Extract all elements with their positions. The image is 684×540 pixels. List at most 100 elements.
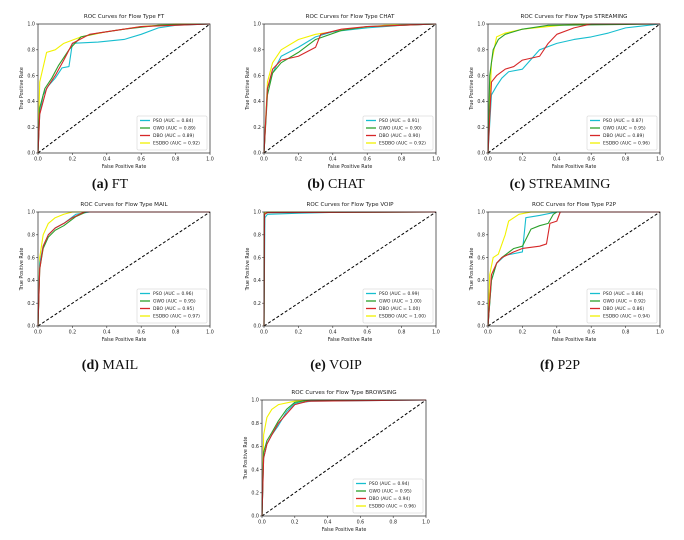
y-tick-label: 0.6 [477,255,485,261]
x-tick-label: 0.4 [103,157,111,163]
roc-chart-browsing: ROC Curves for Flow Type BROWSING 0.00.0 0… [243,390,430,533]
caption-b: (b) CHAT [307,177,365,192]
x-tick-label: 0.0 [258,520,266,526]
y-tick-label: 0.0 [27,324,35,330]
x-tick-label: 0.6 [587,330,595,336]
y-tick-label: 0.4 [27,278,35,284]
y-tick-label: 0.4 [477,278,485,284]
legend: PSO (AUC = 0.94) GWO (AUC = 0.95)DBO (AUC… [352,478,424,514]
x-tick-label: 0.6 [587,157,595,163]
roc-curve-2 [37,23,211,154]
x-tick-label: 0.4 [103,330,111,336]
legend-label: ESDBO (AUC = 1.00) [379,314,426,320]
chart-title: ROC Curves for Flow Type BROWSING [291,390,396,396]
y-tick-label: 0.4 [251,467,259,473]
plot-frame [261,399,427,517]
x-tick-label: 1.0 [656,330,664,336]
roc-curve-3 [37,211,210,327]
chance-diagonal-line [263,23,437,154]
legend-label: GWO (AUC = 1.00) [379,299,422,305]
y-tick-label: 0.2 [251,491,259,497]
caption-e: (e) VOIP [310,358,362,373]
legend-label: ESDBO (AUC = 0.97) [153,314,200,320]
x-tick-label: 0.4 [553,157,561,163]
y-tick-label: 0.8 [253,48,261,54]
y-tick-label: 0.0 [27,151,35,157]
legend-box [586,288,658,324]
x-tick-label: 0.2 [291,520,299,526]
y-tick-label: 1.0 [253,22,261,28]
roc-curve-2 [261,399,427,517]
y-tick-label: 0.2 [27,125,35,131]
plot-frame [487,23,661,154]
y-axis-label: True Positive Rate [469,67,475,111]
chance-diagonal-line [487,23,661,154]
legend-label: GWO (AUC = 0.95) [153,299,196,305]
x-tick-label: 1.0 [432,330,440,336]
legend: PSO (AUC = 0.91) GWO (AUC = 0.90)DBO (AUC… [362,115,434,151]
roc-chart-voip: ROC Curves for Flow Type VOIP 0.00.0 0.2 0.… [245,202,440,343]
x-tick-label: 0.0 [260,157,268,163]
legend-label: ESDBO (AUC = 0.92) [379,141,426,147]
y-tick-label: 0.6 [477,73,485,79]
x-tick-label: 0.6 [363,157,371,163]
y-tick-label: 0.6 [251,444,259,450]
y-tick-label: 1.0 [253,210,261,216]
y-tick-label: 0.4 [253,99,261,105]
legend-label: PSO (AUC = 0.86) [603,291,643,297]
x-tick-label: 0.6 [137,157,145,163]
legend-label: PSO (AUC = 0.87) [603,118,643,124]
y-tick-label: 1.0 [27,210,35,216]
legend-label: PSO (AUC = 0.99) [379,291,419,297]
x-tick-label: 0.2 [519,157,527,163]
legend-label: GWO (AUC = 0.90) [379,126,422,132]
x-tick-label: 0.4 [553,330,561,336]
y-tick-label: 0.2 [253,125,261,131]
x-tick-label: 0.4 [329,157,337,163]
caption-f: (f) P2P [539,358,581,373]
y-axis-label: True Positive Rate [19,67,25,111]
legend: PSO (AUC = 0.96) GWO (AUC = 0.95)DBO (AUC… [136,288,208,324]
legend-label: ESDBO (AUC = 0.94) [603,314,650,320]
y-tick-label: 0.2 [477,301,485,307]
legend-box [136,115,208,151]
y-axis-label: True Positive Rate [469,248,475,292]
chart-title: ROC Curves for Flow Type VOIP [307,202,395,208]
legend-box [586,115,658,151]
caption-d: (d) MAIL [81,358,139,373]
y-tick-label: 0.6 [253,73,261,79]
y-tick-label: 1.0 [477,22,485,28]
caption-c: (c) STREAMING [509,177,611,192]
plot-frame [263,23,437,154]
roc-chart-mail: ROC Curves for Flow Type MAIL 0.00.0 0.2 0.… [19,202,214,343]
y-tick-label: 0.6 [27,255,35,261]
y-tick-label: 0.4 [477,99,485,105]
x-tick-label: 1.0 [206,330,214,336]
x-tick-label: 0.8 [622,157,630,163]
x-tick-label: 0.8 [622,330,630,336]
y-tick-label: 1.0 [251,398,259,404]
x-tick-label: 0.2 [295,330,303,336]
x-tick-label: 1.0 [432,157,440,163]
legend-label: GWO (AUC = 0.92) [603,299,646,305]
roc-chart-p2p: ROC Curves for Flow Type P2P 0.00.0 0.2 0.2… [469,202,664,343]
x-tick-label: 0.0 [484,157,492,163]
chart-title: ROC Curves for Flow Type STREAMING [520,14,627,20]
legend-label: GWO (AUC = 0.89) [153,126,196,132]
x-tick-label: 1.0 [656,157,664,163]
legend-label: GWO (AUC = 0.95) [603,126,646,132]
legend-label: ESDBO (AUC = 0.96) [369,504,416,510]
chance-diagonal-line [261,399,427,517]
legend-label: PSO (AUC = 0.84) [153,118,193,124]
y-axis-label: True Positive Rate [245,67,251,111]
y-tick-label: 0.4 [27,99,35,105]
legend-label: ESDBO (AUC = 0.92) [153,141,200,147]
chart-title: ROC Curves for Flow Type MAIL [80,202,168,208]
y-axis-label: True Positive Rate [19,248,25,292]
chart-title: ROC Curves for Flow Type FT [84,14,165,20]
roc-curve-1 [487,23,661,154]
y-tick-label: 0.8 [251,421,259,427]
legend: PSO (AUC = 0.86) GWO (AUC = 0.92)DBO (AUC… [586,288,658,324]
roc-curve-0 [487,23,661,154]
legend-label: GWO (AUC = 0.95) [369,489,412,495]
